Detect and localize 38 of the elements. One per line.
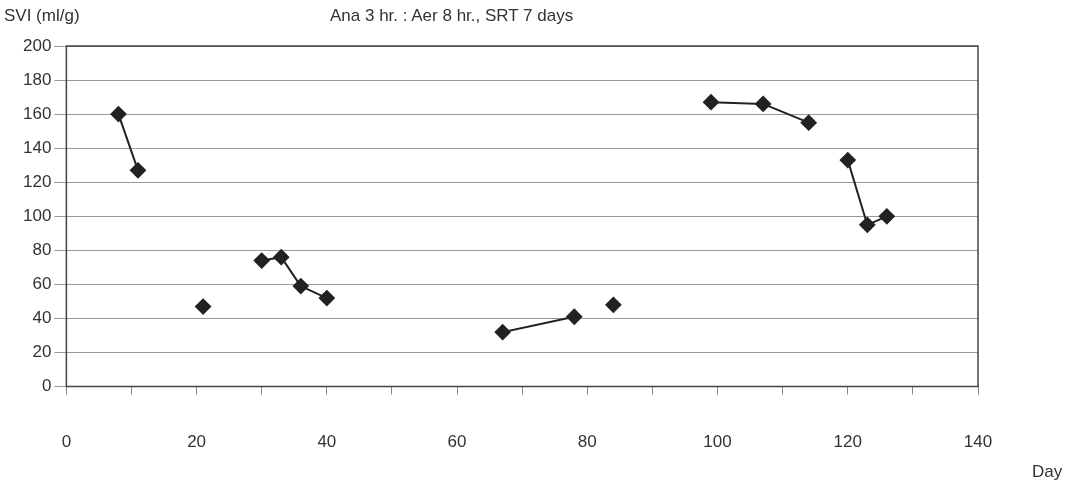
y-tick-label: 80 [32,240,52,260]
x-tick-label: 40 [317,432,337,452]
point [273,249,290,266]
y-tick-label: 120 [22,171,52,191]
point [800,114,817,131]
x-tick-label: 60 [447,432,467,452]
y-tick-label: 160 [22,103,52,123]
point [878,208,895,225]
point [839,152,856,169]
y-axis-title: SVI (ml/g) [4,6,80,26]
x-tick-label: 0 [61,432,72,452]
point [318,290,335,307]
chart-title: Ana 3 hr. : Aer 8 hr., SRT 7 days [330,6,574,26]
point [755,95,772,112]
y-tick-label: 180 [22,69,52,89]
point [195,298,212,315]
y-tick-label: 0 [41,376,52,396]
point [605,296,622,313]
x-axis-title: Day [1032,462,1063,482]
y-tick-label: 60 [32,274,52,294]
y-tick-label: 40 [32,308,52,328]
point [494,324,511,341]
point [703,94,720,111]
x-tick-label: 80 [577,432,597,452]
x-tick-label: 20 [187,432,207,452]
y-tick-label: 20 [32,342,52,362]
x-tick-label: 140 [963,432,993,452]
y-tick-label: 200 [22,35,52,55]
point [292,278,309,295]
point [566,308,583,325]
x-tick-label: 120 [833,432,862,452]
y-tick-label: 100 [22,205,52,225]
point [129,162,146,179]
point [110,106,127,123]
point [859,216,876,233]
point [253,252,270,269]
x-tick-label: 100 [703,432,732,452]
y-tick-label: 140 [22,137,52,157]
